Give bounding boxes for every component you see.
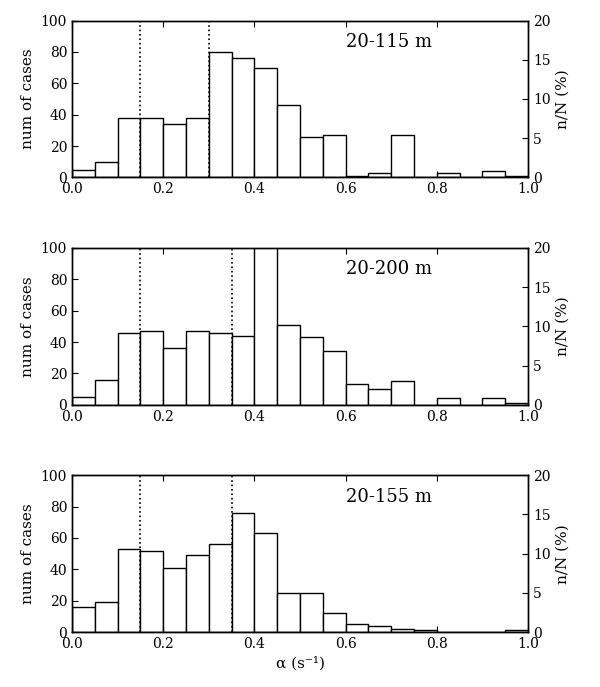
Bar: [163, 348, 186, 405]
Bar: [232, 513, 254, 632]
Bar: [505, 403, 528, 405]
Bar: [186, 555, 209, 632]
Y-axis label: num of cases: num of cases: [21, 504, 35, 604]
Bar: [72, 170, 95, 177]
Bar: [368, 389, 391, 405]
Text: 20-155 m: 20-155 m: [346, 488, 431, 506]
Y-axis label: num of cases: num of cases: [21, 49, 35, 149]
Bar: [277, 325, 300, 405]
Text: 20-115 m: 20-115 m: [346, 33, 432, 51]
Bar: [140, 331, 163, 405]
Bar: [186, 331, 209, 405]
Bar: [95, 602, 118, 632]
Bar: [391, 135, 414, 177]
Bar: [72, 607, 95, 632]
Bar: [232, 58, 254, 177]
Bar: [118, 333, 140, 405]
Bar: [232, 336, 254, 405]
X-axis label: α (s⁻¹): α (s⁻¹): [275, 657, 325, 671]
Bar: [118, 549, 140, 632]
Bar: [323, 352, 346, 405]
Y-axis label: num of cases: num of cases: [21, 276, 35, 376]
Bar: [140, 117, 163, 177]
Bar: [186, 117, 209, 177]
Y-axis label: n/N (%): n/N (%): [556, 523, 570, 583]
Bar: [95, 380, 118, 405]
Bar: [368, 626, 391, 632]
Bar: [346, 176, 368, 177]
Bar: [118, 117, 140, 177]
Bar: [323, 135, 346, 177]
Bar: [346, 624, 368, 632]
Bar: [482, 398, 505, 405]
Bar: [300, 337, 323, 405]
Bar: [277, 593, 300, 632]
Bar: [368, 172, 391, 177]
Bar: [95, 161, 118, 177]
Bar: [323, 613, 346, 632]
Bar: [254, 533, 277, 632]
Bar: [391, 381, 414, 405]
Bar: [505, 176, 528, 177]
Bar: [254, 67, 277, 177]
Bar: [163, 567, 186, 632]
Bar: [391, 629, 414, 632]
Bar: [482, 171, 505, 177]
Bar: [277, 105, 300, 177]
Bar: [300, 137, 323, 177]
Bar: [163, 124, 186, 177]
Bar: [505, 631, 528, 632]
Bar: [140, 550, 163, 632]
Bar: [414, 631, 437, 632]
Text: 20-200 m: 20-200 m: [346, 260, 432, 278]
Bar: [209, 52, 232, 177]
Bar: [346, 384, 368, 405]
Bar: [300, 593, 323, 632]
Bar: [72, 397, 95, 405]
Y-axis label: n/N (%): n/N (%): [556, 69, 570, 129]
Bar: [437, 172, 460, 177]
Bar: [209, 333, 232, 405]
Bar: [437, 398, 460, 405]
Bar: [254, 245, 277, 405]
Bar: [209, 544, 232, 632]
Y-axis label: n/N (%): n/N (%): [556, 297, 570, 356]
